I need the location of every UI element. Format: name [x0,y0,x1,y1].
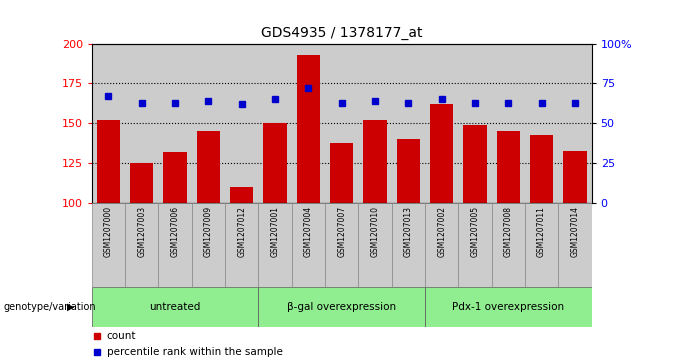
Text: GSM1207003: GSM1207003 [137,206,146,257]
Text: GSM1207010: GSM1207010 [371,206,379,257]
Text: GSM1207014: GSM1207014 [571,206,579,257]
Bar [258,287,425,327]
Text: genotype/variation: genotype/variation [3,302,96,312]
Title: GDS4935 / 1378177_at: GDS4935 / 1378177_at [261,26,422,40]
Bar [325,203,358,287]
Text: ▶: ▶ [67,302,75,312]
Text: GSM1207011: GSM1207011 [537,206,546,257]
Text: GSM1207001: GSM1207001 [271,206,279,257]
Bar [258,203,292,287]
Bar [492,44,525,203]
Bar [463,125,487,203]
Text: GSM1207004: GSM1207004 [304,206,313,257]
Bar [458,203,492,287]
Bar [125,44,158,203]
Bar [292,203,325,287]
Bar [225,44,258,203]
Text: percentile rank within the sample: percentile rank within the sample [107,347,283,357]
Text: untreated: untreated [150,302,201,312]
Bar [525,203,558,287]
Text: count: count [107,331,136,341]
Bar [130,163,154,203]
Bar [92,44,125,203]
Bar [425,287,592,327]
Bar [392,44,425,203]
Text: GSM1207009: GSM1207009 [204,206,213,257]
Bar [292,44,325,203]
Bar [296,55,320,203]
Text: GSM1207008: GSM1207008 [504,206,513,257]
Bar [392,203,425,287]
Text: GSM1207005: GSM1207005 [471,206,479,257]
Bar [97,120,120,203]
Text: GSM1207006: GSM1207006 [171,206,180,257]
Bar [458,44,492,203]
Bar [225,203,258,287]
Bar [525,44,558,203]
Bar [192,44,225,203]
Bar [558,203,592,287]
Bar [325,44,358,203]
Bar [125,203,158,287]
Bar [330,143,354,203]
Bar [530,135,554,203]
Text: GSM1207012: GSM1207012 [237,206,246,257]
Bar [496,131,520,203]
Bar [163,152,187,203]
Text: GSM1207007: GSM1207007 [337,206,346,257]
Bar [425,44,458,203]
Text: GSM1207000: GSM1207000 [104,206,113,257]
Bar [396,139,420,203]
Bar [230,187,254,203]
Bar [192,203,225,287]
Text: GSM1207013: GSM1207013 [404,206,413,257]
Text: GSM1207002: GSM1207002 [437,206,446,257]
Bar [92,287,258,327]
Bar [558,44,592,203]
Bar [197,131,220,203]
Text: Pdx-1 overexpression: Pdx-1 overexpression [452,302,564,312]
Bar [258,44,292,203]
Bar [358,44,392,203]
Bar [430,104,454,203]
Bar [425,203,458,287]
Bar [563,151,587,203]
Bar [92,203,125,287]
Bar [492,203,525,287]
Bar [363,120,387,203]
Bar [158,203,192,287]
Bar [263,123,287,203]
Text: β-gal overexpression: β-gal overexpression [287,302,396,312]
Bar [158,44,192,203]
Bar [358,203,392,287]
